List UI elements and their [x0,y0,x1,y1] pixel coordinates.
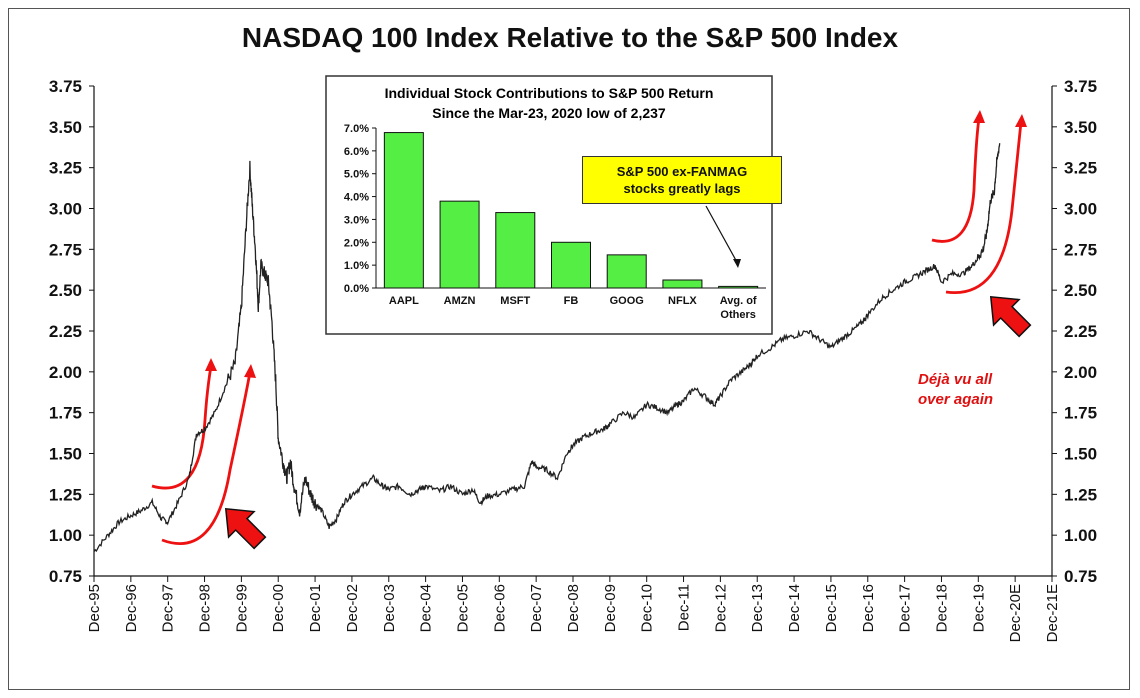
x-tick-label: Dec-01 [307,584,324,632]
x-tick-label: Dec-09 [602,584,619,632]
y-tick-label-left: 1.00 [49,526,82,545]
callout-line-2: stocks greatly lags [623,181,741,196]
y-tick-label-left: 3.00 [49,200,82,219]
x-tick-label: Dec-08 [565,584,582,632]
y-tick-label-right: 2.50 [1064,281,1097,300]
y-tick-label-left: 3.50 [49,118,82,137]
block-arrow-2020 [989,295,1032,338]
y-tick-label-right: 2.25 [1064,322,1097,341]
y-tick-label-right: 1.75 [1064,404,1097,423]
x-tick-label: Dec-12 [712,584,729,632]
x-tick-label: Dec-14 [786,584,803,632]
chart-title: NASDAQ 100 Index Relative to the S&P 500… [241,22,899,53]
y-tick-label-left: 2.75 [49,240,82,259]
x-tick-label: Dec-15 [823,584,840,632]
y-tick-label-right: 0.75 [1064,567,1097,586]
deja-line-2: over again [918,391,994,408]
curve-arrow-2020-upper [931,117,981,243]
callout-box: S&P 500 ex-FANMAG stocks greatly lags [582,156,782,204]
callout-line-1: S&P 500 ex-FANMAG [616,164,748,179]
x-tick-label: Dec-20E [1007,584,1024,642]
y-tick-label-right: 1.50 [1064,445,1097,464]
y-tick-label-right: 2.75 [1064,240,1097,259]
trend-arrows [151,110,1032,550]
y-tick-label-right: 3.75 [1064,77,1097,96]
x-tick-label: Dec-97 [160,584,177,632]
y-tick-label-left: 1.50 [49,445,82,464]
x-tick-label: Dec-96 [123,584,140,632]
curve-arrow-2020-lower-head [1015,114,1027,127]
block-arrow-1999 [224,507,267,550]
x-tick-label: Dec-00 [270,584,287,632]
y-tick-label-left: 1.25 [49,485,82,504]
x-tick-label: Dec-16 [860,584,877,632]
y-tick-label-right: 1.25 [1064,485,1097,504]
curve-arrow-2020-upper-head [973,110,985,123]
x-tick-label: Dec-05 [454,584,471,632]
chart-frame [8,8,1130,690]
y-tick-label-right: 1.00 [1064,526,1097,545]
y-tick-label-left: 1.75 [49,404,82,423]
x-tick-label: Dec-18 [933,584,950,632]
x-tick-label: Dec-03 [381,584,398,632]
x-tick-label: Dec-17 [897,584,914,632]
y-tick-label-left: 3.25 [49,159,82,178]
x-tick-label: Dec-11 [676,584,693,631]
x-tick-label: Dec-13 [749,584,766,632]
block-arrow-1999-shape [224,507,267,550]
y-tick-label-right: 3.00 [1064,200,1097,219]
x-tick-label: Dec-06 [491,584,508,632]
x-tick-label: Dec-98 [197,584,214,632]
nasdaq-relative-line [93,143,1001,553]
y-tick-label-left: 2.25 [49,322,82,341]
x-tick-label: Dec-10 [639,584,656,632]
curve-arrow-1999-upper [151,365,213,490]
y-tick-label-right: 3.25 [1064,159,1097,178]
deja-line-1: Déjà vu all [918,371,993,388]
deja-vu-annotation: Déjà vu all over again [918,370,1048,410]
axes: 0.75 0.75 1.00 1.00 1.25 1.25 1.50 1.50 1.75 1.75… [49,77,1097,642]
y-tick-label-left: 3.75 [49,77,82,96]
x-tick-label: Dec-99 [233,584,250,632]
curve-arrow-1999-upper-head [205,358,217,371]
curve-arrow-2020-lower [945,121,1023,295]
x-tick-label: Dec-04 [418,584,435,632]
y-tick-label-left: 0.75 [49,567,82,586]
x-tick-label: Dec-95 [86,584,103,632]
x-tick-label: Dec-21E [1044,584,1061,642]
block-arrow-2020-shape [989,295,1032,338]
x-tick-label: Dec-19 [970,584,987,632]
curve-arrow-1999-lower [161,371,252,546]
series-line [93,143,1001,553]
curve-arrow-1999-lower-head [244,364,256,378]
x-tick-label: Dec-07 [528,584,545,632]
y-tick-label-left: 2.50 [49,281,82,300]
y-tick-label-right: 3.50 [1064,118,1097,137]
y-tick-label-right: 2.00 [1064,363,1097,382]
y-tick-label-left: 2.00 [49,363,82,382]
x-tick-label: Dec-02 [344,584,361,632]
